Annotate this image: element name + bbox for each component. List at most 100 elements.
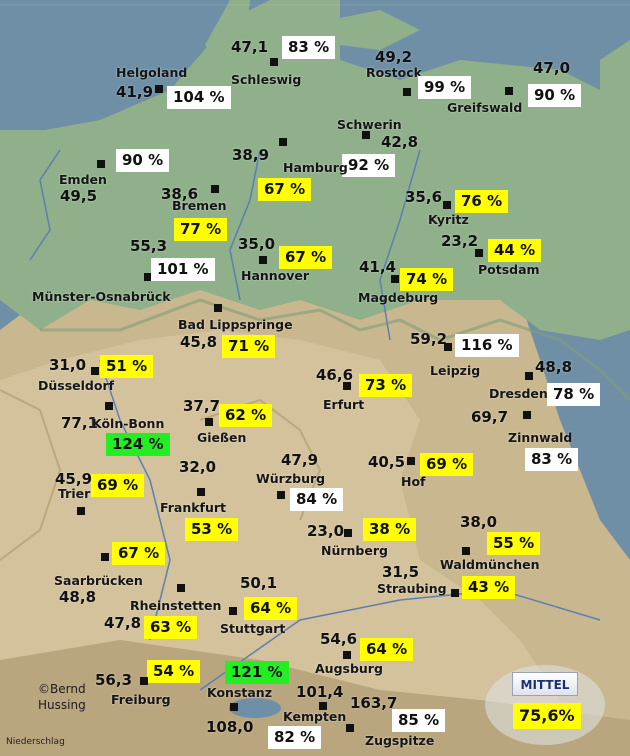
station-name-magdeburg: Magdeburg (358, 290, 439, 305)
station-value-hof: 40,5 (368, 453, 406, 471)
station-marker-stuttgart (229, 607, 237, 615)
station-percent-greifswald: 90 % (528, 84, 582, 107)
station-marker-muenster (144, 273, 152, 281)
station-marker-augsburg (343, 651, 351, 659)
station-marker-leipzig (444, 343, 452, 351)
station-name-rostock: Rostock (366, 65, 422, 80)
station-marker-wuerzburg (277, 491, 285, 499)
station-value-kyritz: 35,6 (405, 188, 443, 206)
station-percent-leipzig: 116 % (455, 334, 519, 357)
station-name-hannover: Hannover (241, 268, 310, 283)
station-marker-giessen (205, 418, 213, 426)
station-marker-zugspitze (346, 724, 354, 732)
station-marker-lippspringe (214, 304, 222, 312)
station-marker-erfurt (343, 382, 351, 390)
station-name-schleswig: Schleswig (231, 72, 302, 87)
station-marker-helgoland (155, 85, 163, 93)
station-name-emden: Emden (59, 172, 107, 187)
station-marker-bremen (211, 185, 219, 193)
station-marker-potsdam (475, 249, 483, 257)
station-name-schwerin: Schwerin (337, 117, 402, 132)
station-value-giessen: 37,7 (183, 397, 221, 415)
station-percent-bremen: 77 % (174, 218, 228, 241)
station-name-koeln: Köln-Bonn (92, 416, 165, 431)
station-name-dresden: Dresden (489, 386, 548, 401)
mean-label: MITTEL (512, 672, 578, 696)
station-marker-konstanz (230, 703, 238, 711)
station-percent-duesseldorf: 51 % (100, 355, 154, 378)
station-percent-nuernberg: 38 % (363, 518, 417, 541)
station-marker-saarbruecken (101, 553, 109, 561)
station-value-muenster: 55,3 (130, 237, 168, 255)
station-value-magdeburg: 41,4 (359, 258, 397, 276)
station-value-frankfurt: 32,0 (179, 458, 217, 476)
station-name-waldmuenchen: Waldmünchen (440, 557, 540, 572)
map-caption: Niederschlag (6, 737, 65, 747)
station-percent-rostock: 99 % (418, 76, 472, 99)
station-marker-koeln (105, 402, 113, 410)
author-credit-line1: ©Bernd (38, 682, 86, 696)
station-name-saarbruecken: Saarbrücken (54, 573, 143, 588)
station-value-freiburg: 56,3 (95, 671, 133, 689)
station-value-bremen: 38,6 (161, 185, 199, 203)
station-marker-kempten (319, 702, 327, 710)
station-name-straubing: Straubing (377, 581, 447, 596)
station-marker-dresden (525, 372, 533, 380)
station-value-wuerzburg: 47,9 (281, 451, 319, 469)
station-percent-stuttgart: 64 % (244, 597, 298, 620)
author-credit-line2: Hussing (38, 698, 86, 712)
station-value-kempten: 101,4 (296, 683, 344, 701)
station-value-saarbruecken: 48,8 (59, 588, 97, 606)
station-percent-lippspringe: 71 % (222, 335, 276, 358)
station-name-augsburg: Augsburg (315, 661, 383, 676)
station-percent-waldmuenchen: 55 % (487, 532, 541, 555)
station-percent-zinnwald: 83 % (525, 448, 579, 471)
station-percent-koeln: 124 % (106, 433, 170, 456)
station-value-lippspringe: 45,8 (180, 333, 218, 351)
station-marker-trier (77, 507, 85, 515)
station-percent-magdeburg: 74 % (400, 268, 454, 291)
station-name-hamburg: Hamburg (283, 160, 348, 175)
station-name-greifswald: Greifswald (447, 100, 523, 115)
station-value-erfurt: 46,6 (316, 366, 354, 384)
author-credit: ©Bernd Hussing (38, 681, 86, 713)
station-percent-muenster: 101 % (151, 258, 215, 281)
station-percent-schwerin: 92 % (342, 154, 396, 177)
station-name-duesseldorf: Düsseldorf (38, 378, 115, 393)
station-marker-nuernberg (344, 529, 352, 537)
station-name-stuttgart: Stuttgart (220, 621, 286, 636)
station-percent-kyritz: 76 % (455, 190, 509, 213)
station-value-schwerin: 42,8 (381, 133, 419, 151)
station-marker-magdeburg (391, 275, 399, 283)
station-value-koeln: 77,1 (61, 414, 99, 432)
station-percent-schleswig: 83 % (282, 36, 336, 59)
station-name-frankfurt: Frankfurt (160, 500, 227, 515)
station-name-freiburg: Freiburg (111, 692, 171, 707)
station-name-giessen: Gießen (197, 430, 247, 445)
station-name-helgoland: Helgoland (116, 65, 188, 80)
station-name-bremen: Bremen (172, 198, 227, 213)
station-marker-kyritz (443, 201, 451, 209)
station-percent-potsdam: 44 % (488, 239, 542, 262)
station-percent-straubing: 43 % (462, 576, 516, 599)
station-percent-hof: 69 % (420, 453, 474, 476)
station-name-erfurt: Erfurt (323, 397, 365, 412)
station-name-nuernberg: Nürnberg (321, 543, 388, 558)
station-name-hof: Hof (401, 474, 426, 489)
station-marker-waldmuenchen (462, 547, 470, 555)
station-percent-augsburg: 64 % (360, 638, 414, 661)
station-value-zinnwald: 69,7 (471, 408, 509, 426)
station-value-schleswig: 47,1 (231, 38, 269, 56)
station-value-rostock: 49,2 (375, 48, 413, 66)
station-name-leipzig: Leipzig (430, 363, 481, 378)
station-percent-wuerzburg: 84 % (290, 488, 344, 511)
station-value-greifswald: 47,0 (533, 59, 571, 77)
station-value-leipzig: 59,2 (410, 330, 448, 348)
station-percent-hamburg: 67 % (258, 178, 312, 201)
station-percent-konstanz: 121 % (225, 661, 289, 684)
station-name-wuerzburg: Würzburg (256, 471, 326, 486)
station-marker-hof (407, 457, 415, 465)
station-marker-duesseldorf (91, 367, 99, 375)
mean-value: 75,6% (513, 703, 581, 729)
